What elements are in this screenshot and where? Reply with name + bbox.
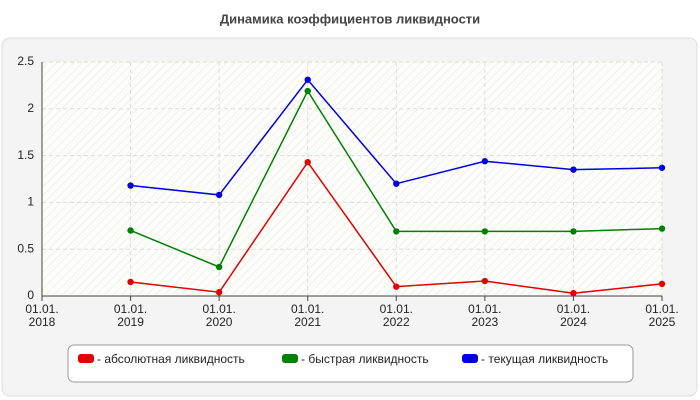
y-tick-label: 1.5 <box>17 148 34 162</box>
point <box>304 158 311 166</box>
point <box>481 277 489 285</box>
y-tick-label: 2.5 <box>17 54 34 68</box>
legend-label: - текущая ликвидность <box>481 352 608 366</box>
x-tick-label: 01.01. 2020 <box>202 302 236 329</box>
x-tick-label: 01.01. 2021 <box>291 302 325 329</box>
point <box>570 289 577 297</box>
point <box>215 289 223 296</box>
y-tick-label: 0 <box>27 288 34 302</box>
point <box>127 278 134 286</box>
y-tick-label: 1 <box>27 195 34 209</box>
x-tick-label: 01.01. 2024 <box>556 302 591 329</box>
point <box>304 87 311 95</box>
point <box>393 228 400 235</box>
legend <box>67 344 634 383</box>
legend-swatch <box>462 354 478 363</box>
point <box>215 263 223 271</box>
y-tick-label: 2 <box>27 101 34 115</box>
point <box>304 76 311 83</box>
legend-swatch <box>78 354 94 363</box>
y-tick-label: 0.5 <box>17 241 34 255</box>
legend-swatch <box>282 354 298 363</box>
x-tick-label: 01.01. 2018 <box>25 302 59 329</box>
point <box>481 158 489 165</box>
legend-label: - абсолютная ликвидность <box>97 352 245 366</box>
point <box>481 228 489 235</box>
point <box>127 227 134 234</box>
x-tick-label: 01.01. 2022 <box>379 302 413 329</box>
plot-hatch <box>42 62 662 296</box>
x-tick-label: 01.01. 2025 <box>645 302 679 329</box>
point <box>658 280 666 288</box>
point <box>570 228 577 235</box>
x-tick-label: 01.01. 2019 <box>113 302 148 329</box>
point <box>570 166 577 173</box>
point <box>658 225 666 232</box>
legend-label: - быстрая ликвидность <box>301 352 429 366</box>
point <box>215 191 223 199</box>
x-tick-label: 01.01. 2023 <box>468 302 502 329</box>
chart-title: Динамика коэффициентов ликвидности <box>220 11 480 26</box>
point <box>658 164 666 171</box>
point <box>127 182 134 189</box>
point <box>393 180 400 187</box>
point <box>393 283 400 290</box>
